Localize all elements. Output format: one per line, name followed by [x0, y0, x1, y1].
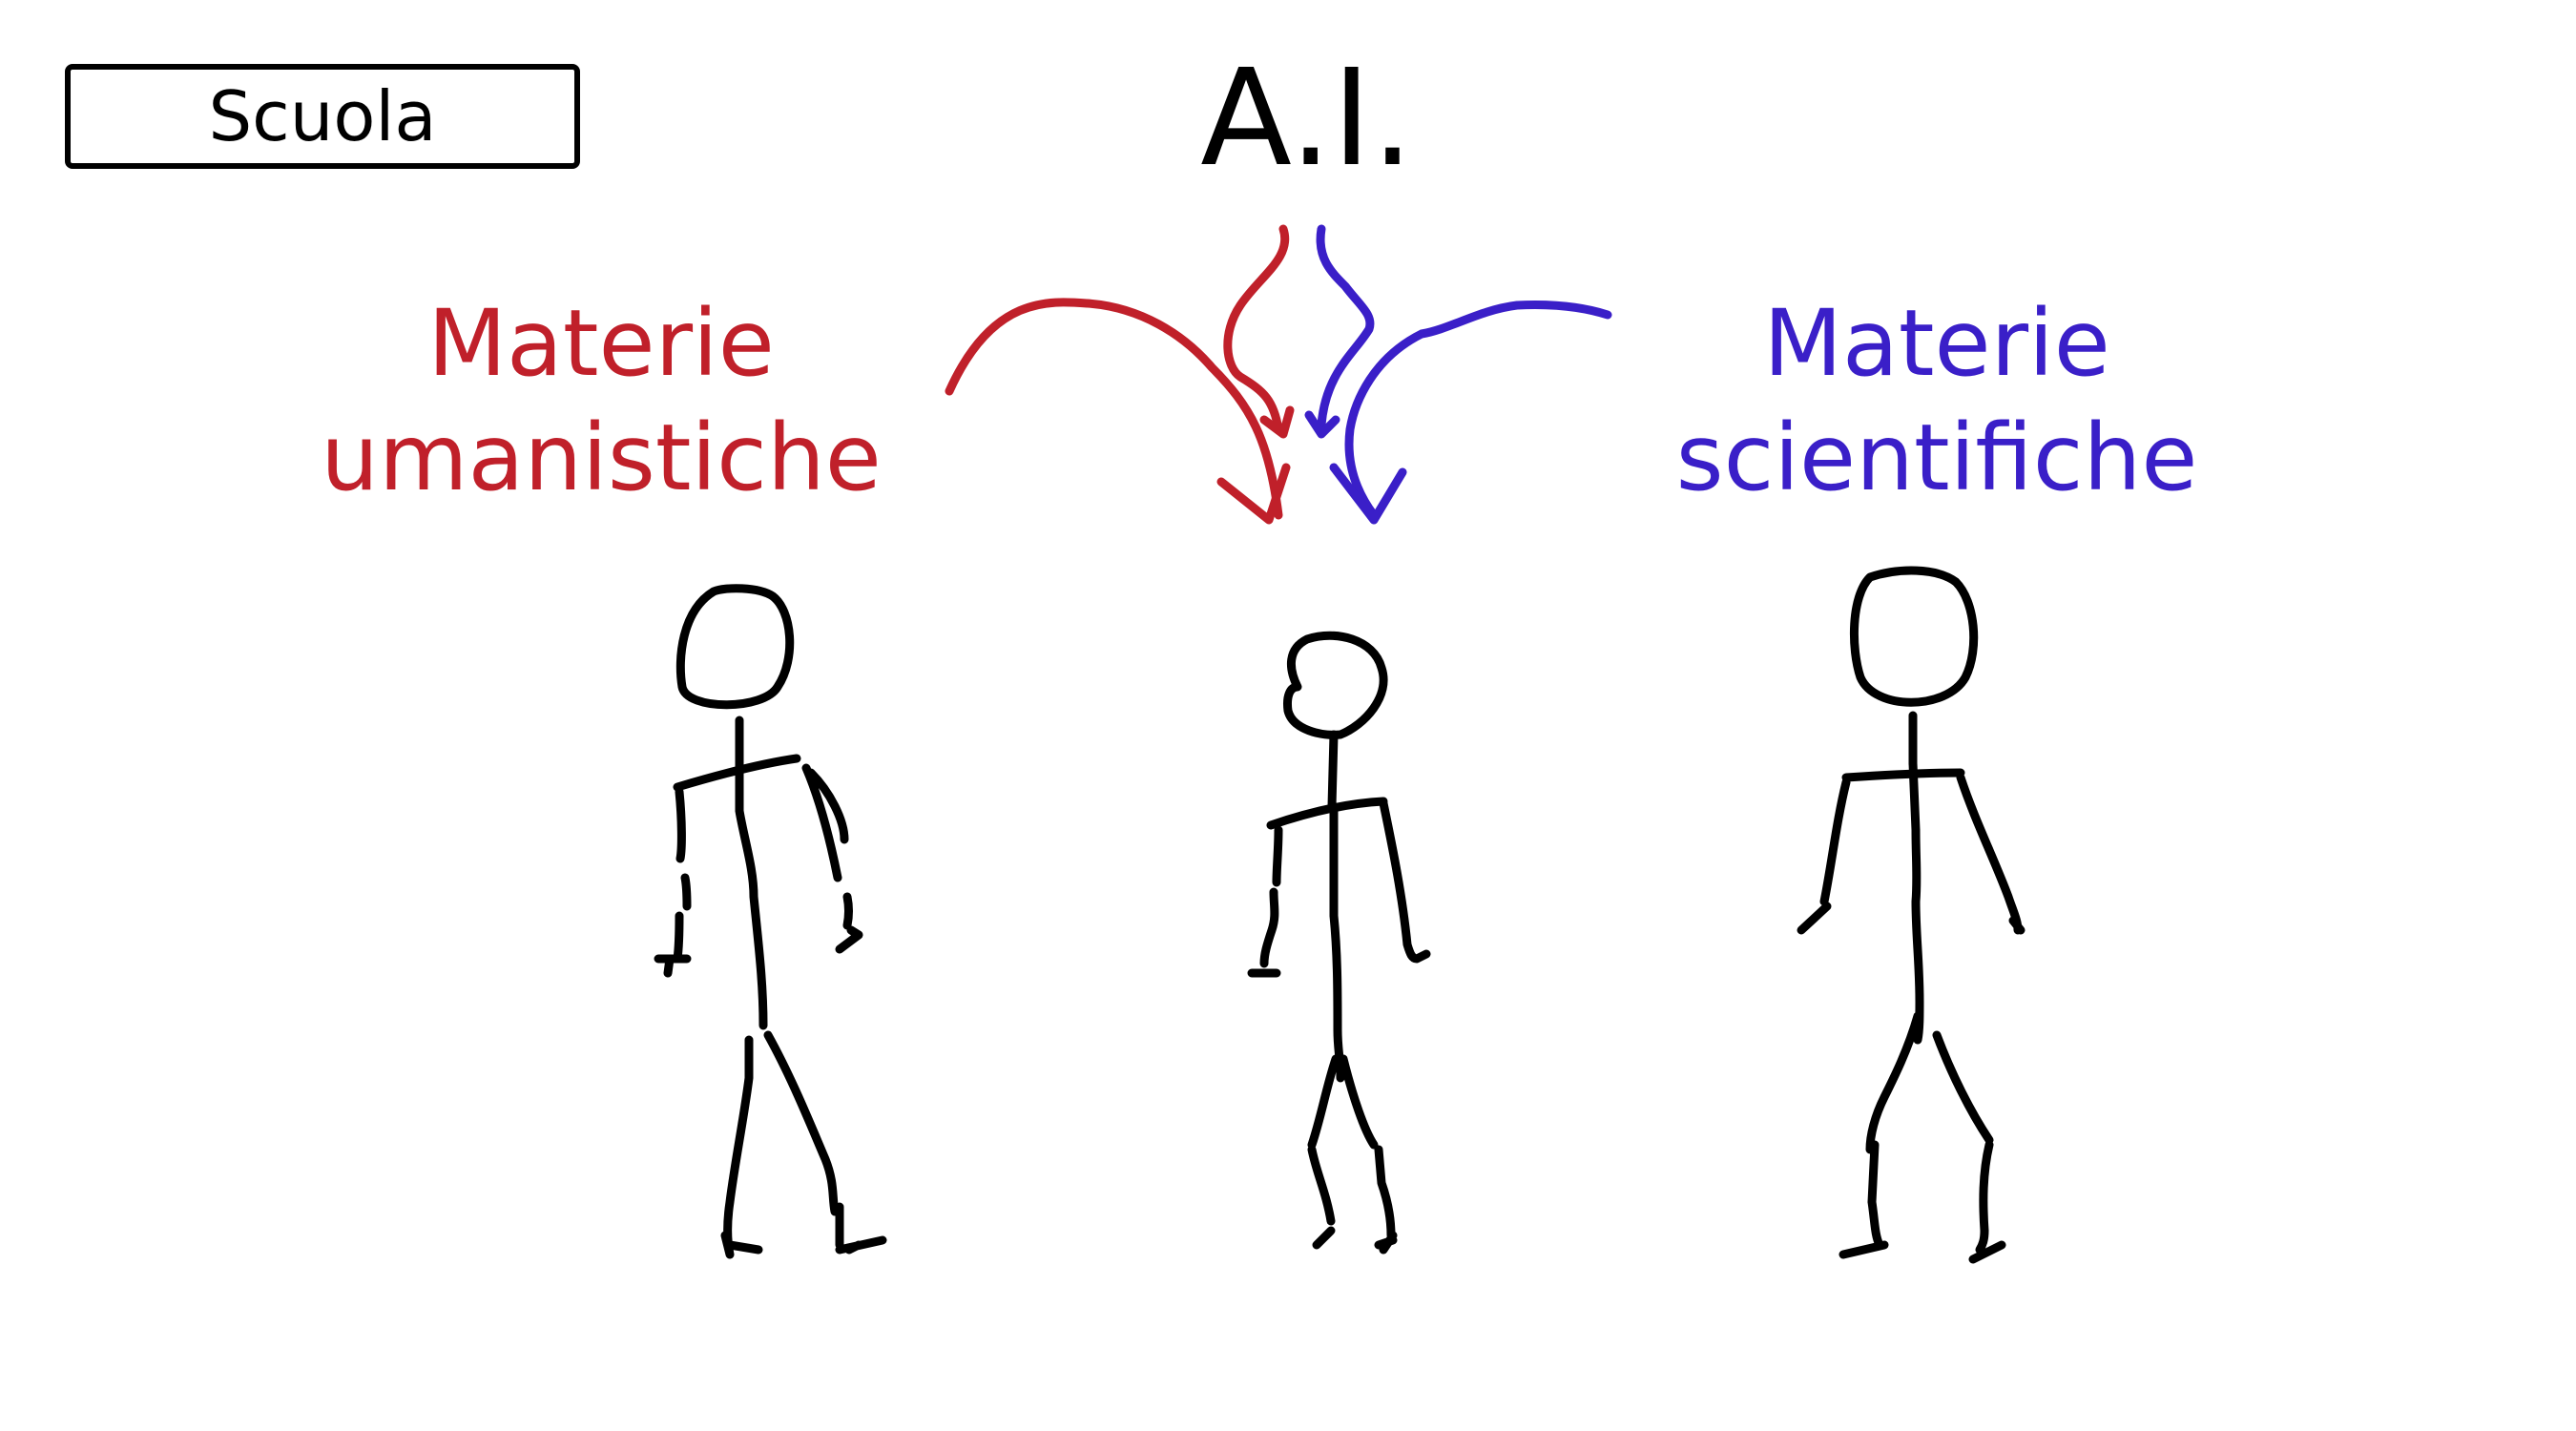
- shoulders: [1841, 768, 1965, 782]
- humanities-line1: Materie: [427, 290, 775, 397]
- red-arrowhead-large: [1216, 463, 1291, 525]
- sciences-label: Materie scientifiche: [1622, 286, 2252, 515]
- head: [1283, 631, 1388, 739]
- stick-figure-humanities: [654, 584, 887, 1259]
- torso: [1329, 801, 1345, 1083]
- left-leg: [1839, 1011, 1922, 1259]
- blue-arrowhead-large: [1329, 463, 1407, 525]
- shoulders: [1266, 797, 1388, 830]
- torso: [735, 749, 768, 1030]
- sciences-line2: scientifiche: [1675, 404, 2198, 511]
- left-leg: [1307, 1054, 1340, 1250]
- blue-arrow-wavy: [1316, 224, 1375, 429]
- stick-figure-sciences: [1797, 566, 2025, 1264]
- red-arrow-curve: [945, 298, 1283, 520]
- blue-arrow-curve: [1344, 301, 1612, 520]
- right-leg: [1339, 1054, 1398, 1255]
- humanities-label: Materie umanistiche: [286, 286, 916, 515]
- stick-figure-ai: [1247, 631, 1431, 1255]
- right-arm: [801, 763, 863, 954]
- red-arrowhead-small: [1259, 405, 1295, 439]
- head: [1850, 566, 1979, 707]
- red-arrow-wavy: [1223, 224, 1290, 434]
- torso: [1908, 758, 1924, 1045]
- neck: [1327, 730, 1339, 811]
- left-arm: [654, 787, 692, 978]
- right-leg: [1932, 1030, 2006, 1264]
- humanities-line2: umanistiche: [321, 404, 882, 511]
- school-label: Scuola: [208, 76, 437, 156]
- blue-arrowhead-small: [1304, 410, 1340, 439]
- school-label-box: Scuola: [65, 64, 580, 169]
- humanities-arrows: [945, 224, 1295, 525]
- right-arm: [1956, 773, 2025, 935]
- head: [675, 584, 795, 710]
- left-leg: [720, 1035, 763, 1259]
- left-arm: [1797, 778, 1851, 935]
- sciences-arrows: [1304, 224, 1612, 525]
- right-arm: [1379, 798, 1431, 964]
- right-leg: [763, 1030, 887, 1255]
- ai-title: A.I.: [1200, 41, 1414, 197]
- sciences-line1: Materie: [1763, 290, 2110, 397]
- left-arm: [1247, 825, 1283, 978]
